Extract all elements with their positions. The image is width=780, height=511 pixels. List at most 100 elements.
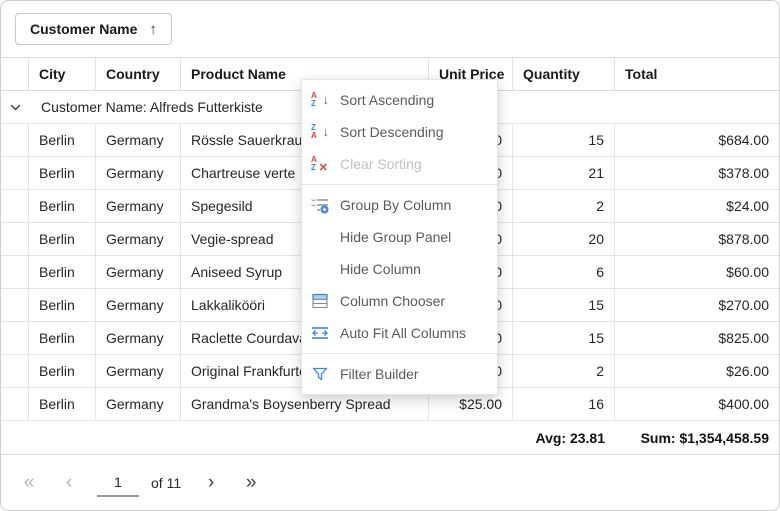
cell-country: Germany (96, 223, 181, 255)
menu-item-label: Auto Fit All Columns (340, 325, 467, 341)
group-row-label: Customer Name: Alfreds Futterkiste (41, 99, 263, 115)
cell-city: Berlin (29, 190, 96, 222)
cell-country: Germany (96, 124, 181, 156)
cell-quantity: 15 (513, 289, 615, 321)
row-expand-spacer (1, 223, 29, 255)
cell-country: Germany (96, 157, 181, 189)
cell-product-name: Grandma's Boysenberry Spread (181, 388, 429, 420)
pager: « ‹ 1 of 11 › » (1, 455, 779, 510)
auto-fit-columns-icon (310, 324, 330, 342)
column-header-quantity[interactable]: Quantity (513, 58, 615, 90)
cell-quantity: 2 (513, 355, 615, 387)
cell-city: Berlin (29, 289, 96, 321)
cell-country: Germany (96, 256, 181, 288)
menu-item-label: Hide Group Panel (340, 229, 452, 245)
column-chooser-icon (310, 292, 330, 310)
menu-item-label: Group By Column (340, 197, 452, 213)
row-expand-spacer (1, 256, 29, 288)
menu-item-filter-builder[interactable]: Filter Builder (302, 358, 497, 390)
column-header-unit-price[interactable]: Unit Price (429, 58, 513, 90)
row-expand-spacer (1, 322, 29, 354)
group-by-column-icon (310, 196, 330, 214)
cell-city: Berlin (29, 256, 96, 288)
menu-item-auto-fit-all-columns[interactable]: Auto Fit All Columns (302, 317, 497, 349)
menu-item-label: Column Chooser (340, 293, 446, 309)
chevron-right-icon: › (207, 472, 215, 493)
double-chevron-left-icon: « (23, 472, 35, 493)
cell-total: $270.00 (718, 297, 769, 313)
cell-city: Berlin (29, 355, 96, 387)
cell-total: $26.00 (726, 363, 769, 379)
row-expand-spacer (1, 124, 29, 156)
group-chip-customer-name[interactable]: Customer Name ↑ (15, 13, 172, 45)
cell-total: $24.00 (726, 198, 769, 214)
group-panel: Customer Name ↑ (1, 1, 779, 58)
cell-city: Berlin (29, 157, 96, 189)
column-header-city[interactable]: City (29, 58, 96, 90)
column-header-country[interactable]: Country (96, 58, 181, 90)
clear-sorting-icon: A Z ✕ (311, 155, 328, 174)
menu-item-clear-sorting: A Z ✕ Clear Sorting (302, 148, 497, 180)
previous-page-button[interactable]: ‹ (53, 467, 85, 499)
cell-country: Germany (96, 322, 181, 354)
cell-total: $684.00 (718, 132, 769, 148)
first-page-button[interactable]: « (13, 467, 45, 499)
column-header-total[interactable]: Total (625, 66, 658, 82)
menu-item-sort-descending[interactable]: Z A ↓ Sort Descending (302, 116, 497, 148)
row-expand-spacer (1, 388, 29, 420)
page-count-label: of 11 (151, 474, 182, 491)
menu-item-hide-group-panel[interactable]: Hide Group Panel (302, 221, 497, 253)
cell-country: Germany (96, 190, 181, 222)
column-context-menu: A Z ↓ Sort Ascending Z A ↓ Sort Descendi… (301, 79, 498, 395)
cell-quantity: 2 (513, 190, 615, 222)
cell-country: Germany (96, 388, 181, 420)
row-expand-spacer (1, 157, 29, 189)
group-chip-label: Customer Name (30, 21, 138, 37)
cell-quantity: 20 (513, 223, 615, 255)
cell-unit-price: $25.00 (429, 388, 513, 420)
menu-item-label: Filter Builder (340, 366, 419, 382)
menu-item-group-by-column[interactable]: Group By Column (302, 189, 497, 221)
cell-country: Germany (96, 289, 181, 321)
menu-item-column-chooser[interactable]: Column Chooser (302, 285, 497, 317)
sort-ascending-icon: A Z ↓ (311, 91, 329, 108)
chevron-down-icon (10, 104, 20, 110)
table-row[interactable]: Berlin Germany Chartreuse verte $18.00 2… (1, 157, 779, 190)
sort-ascending-arrow-icon: ↑ (149, 20, 157, 38)
last-page-button[interactable]: » (235, 467, 267, 499)
cell-city: Berlin (29, 223, 96, 255)
summary-sum: Sum: $1,354,458.59 (640, 429, 769, 446)
double-chevron-right-icon: » (245, 472, 257, 493)
menu-item-label: Clear Sorting (340, 156, 422, 172)
cell-city: Berlin (29, 388, 96, 420)
cell-quantity: 15 (513, 322, 615, 354)
cell-total: $60.00 (726, 264, 769, 280)
row-expand-spacer (1, 289, 29, 321)
row-expand-spacer (1, 190, 29, 222)
cell-quantity: 21 (513, 157, 615, 189)
menu-item-label: Hide Column (340, 261, 421, 277)
header-expand-spacer (1, 58, 29, 90)
column-header-product-name[interactable]: Product Name (181, 58, 429, 90)
table-row[interactable]: Berlin Germany Grandma's Boysenberry Spr… (1, 388, 779, 421)
sort-descending-icon: Z A ↓ (311, 123, 329, 140)
cell-city: Berlin (29, 322, 96, 354)
cell-total: $400.00 (718, 396, 769, 412)
menu-item-label: Sort Ascending (340, 92, 435, 108)
next-page-button[interactable]: › (195, 467, 227, 499)
menu-item-sort-ascending[interactable]: A Z ↓ Sort Ascending (302, 84, 497, 116)
menu-item-hide-column[interactable]: Hide Column (302, 253, 497, 285)
filter-builder-icon (310, 365, 330, 383)
cell-country: Germany (96, 355, 181, 387)
chevron-left-icon: ‹ (65, 472, 73, 493)
page-number-input[interactable]: 1 (97, 468, 139, 497)
cell-total: $825.00 (718, 330, 769, 346)
cell-quantity: 15 (513, 124, 615, 156)
cell-quantity: 16 (513, 388, 615, 420)
menu-item-label: Sort Descending (340, 124, 444, 140)
cell-total: $378.00 (718, 165, 769, 181)
summary-avg: Avg: 23.81 (535, 429, 605, 446)
menu-separator (302, 353, 497, 354)
collapse-group-button[interactable] (1, 101, 29, 114)
